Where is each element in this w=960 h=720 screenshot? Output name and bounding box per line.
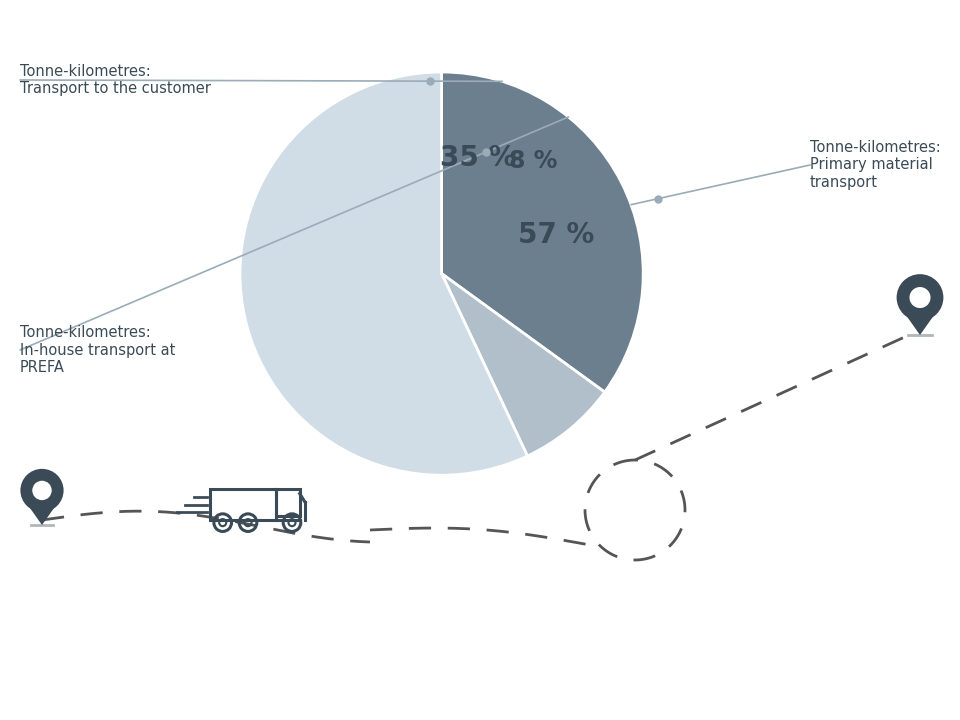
Circle shape (33, 481, 52, 500)
Text: Tonne-kilometres:
Transport to the customer: Tonne-kilometres: Transport to the custo… (20, 64, 211, 96)
Polygon shape (900, 307, 940, 335)
Bar (209, 489, 276, 520)
Text: Tonne-kilometres:
Primary material
transport: Tonne-kilometres: Primary material trans… (810, 140, 941, 190)
Text: 57 %: 57 % (518, 221, 594, 249)
Text: 35 %: 35 % (440, 144, 516, 172)
Circle shape (897, 274, 944, 321)
Text: 8 %: 8 % (509, 149, 557, 173)
Wedge shape (442, 72, 643, 392)
Bar (276, 489, 300, 516)
Wedge shape (442, 274, 605, 456)
Circle shape (909, 287, 930, 308)
Wedge shape (240, 72, 527, 475)
Text: Tonne-kilometres:
In-house transport at
PREFA: Tonne-kilometres: In-house transport at … (20, 325, 176, 375)
Polygon shape (24, 499, 60, 525)
Circle shape (20, 469, 63, 512)
